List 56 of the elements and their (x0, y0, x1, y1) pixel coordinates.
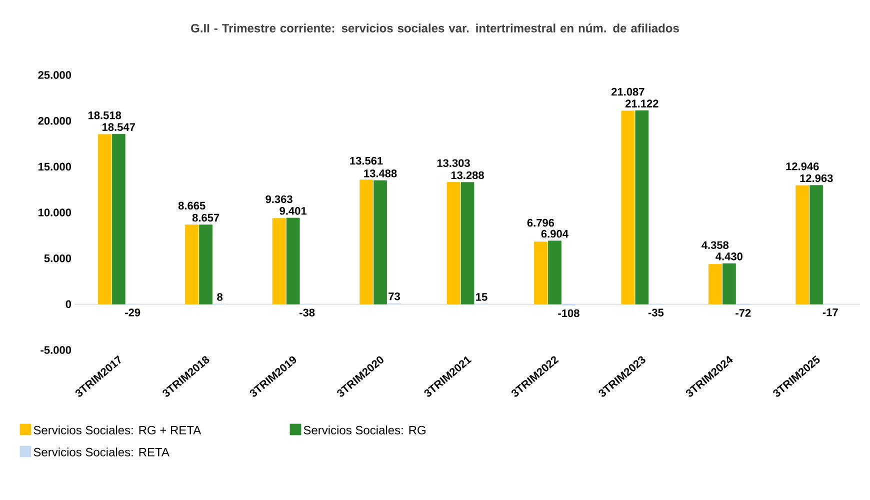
legend-label: Servicios Sociales: RG + RETA (34, 426, 202, 434)
data-label: 4.430 (716, 252, 742, 260)
data-label: 8 (217, 293, 223, 301)
bar (460, 182, 474, 304)
data-label: 15 (476, 293, 488, 301)
data-label: 8.665 (178, 202, 206, 210)
bar (286, 218, 300, 304)
data-label: -38 (300, 308, 315, 317)
data-label: -17 (822, 308, 838, 316)
bar (708, 264, 722, 304)
data-label: 6.904 (541, 230, 568, 238)
y-tick-label: 5.000 (44, 254, 72, 262)
data-label: 21.122 (625, 100, 658, 108)
y-tick-label: 0 (66, 300, 72, 308)
data-label: 73 (388, 292, 400, 300)
bar (446, 182, 460, 304)
bar (635, 110, 649, 304)
chart-title: G.II - Trimestre corriente: servicios sociales var. intertrimestral en núm. de afiliados (191, 24, 679, 32)
bar (534, 242, 548, 304)
bar (199, 224, 213, 304)
legend-label: Servicios Sociales: RETA (34, 448, 170, 456)
y-tick-label: 10.000 (38, 208, 72, 216)
data-label: -72 (736, 309, 751, 317)
bar (185, 224, 199, 304)
bar (112, 134, 126, 304)
data-label: 8.657 (192, 214, 220, 222)
bar (548, 240, 562, 304)
data-label: -108 (558, 309, 580, 318)
data-label: 21.087 (611, 88, 644, 96)
data-label: 13.488 (364, 170, 397, 178)
bar (98, 134, 112, 304)
bar (722, 263, 736, 304)
bar (621, 110, 635, 304)
data-label: 12.946 (786, 162, 819, 170)
data-label: 4.358 (702, 241, 729, 250)
bar (360, 180, 373, 304)
data-label: -35 (648, 308, 664, 316)
bar (374, 180, 387, 304)
data-label: 18.518 (88, 111, 122, 120)
y-tick-label: -5.000 (40, 346, 72, 354)
data-label: 13.303 (437, 159, 470, 168)
data-label: 6.796 (527, 218, 554, 227)
data-label: 13.288 (451, 171, 484, 180)
data-label: 9.401 (280, 207, 307, 215)
bar (796, 185, 810, 304)
data-label: 18.547 (102, 123, 135, 131)
y-tick-label: 25.000 (38, 71, 72, 79)
data-label: 13.561 (350, 156, 383, 165)
bar (272, 218, 286, 304)
bar (810, 185, 824, 304)
y-tick-label: 20.000 (38, 116, 72, 125)
data-label: -29 (125, 308, 140, 316)
data-label: 9.363 (266, 195, 292, 204)
legend-label: Servicios Sociales: RG (304, 426, 426, 434)
y-tick-label: 15.000 (38, 162, 72, 171)
data-label: 12.963 (800, 174, 833, 182)
